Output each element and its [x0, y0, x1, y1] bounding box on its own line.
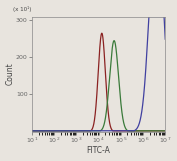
X-axis label: FITC-A: FITC-A	[87, 147, 110, 155]
Text: (x 10¹): (x 10¹)	[13, 6, 32, 12]
Y-axis label: Count: Count	[5, 63, 15, 85]
